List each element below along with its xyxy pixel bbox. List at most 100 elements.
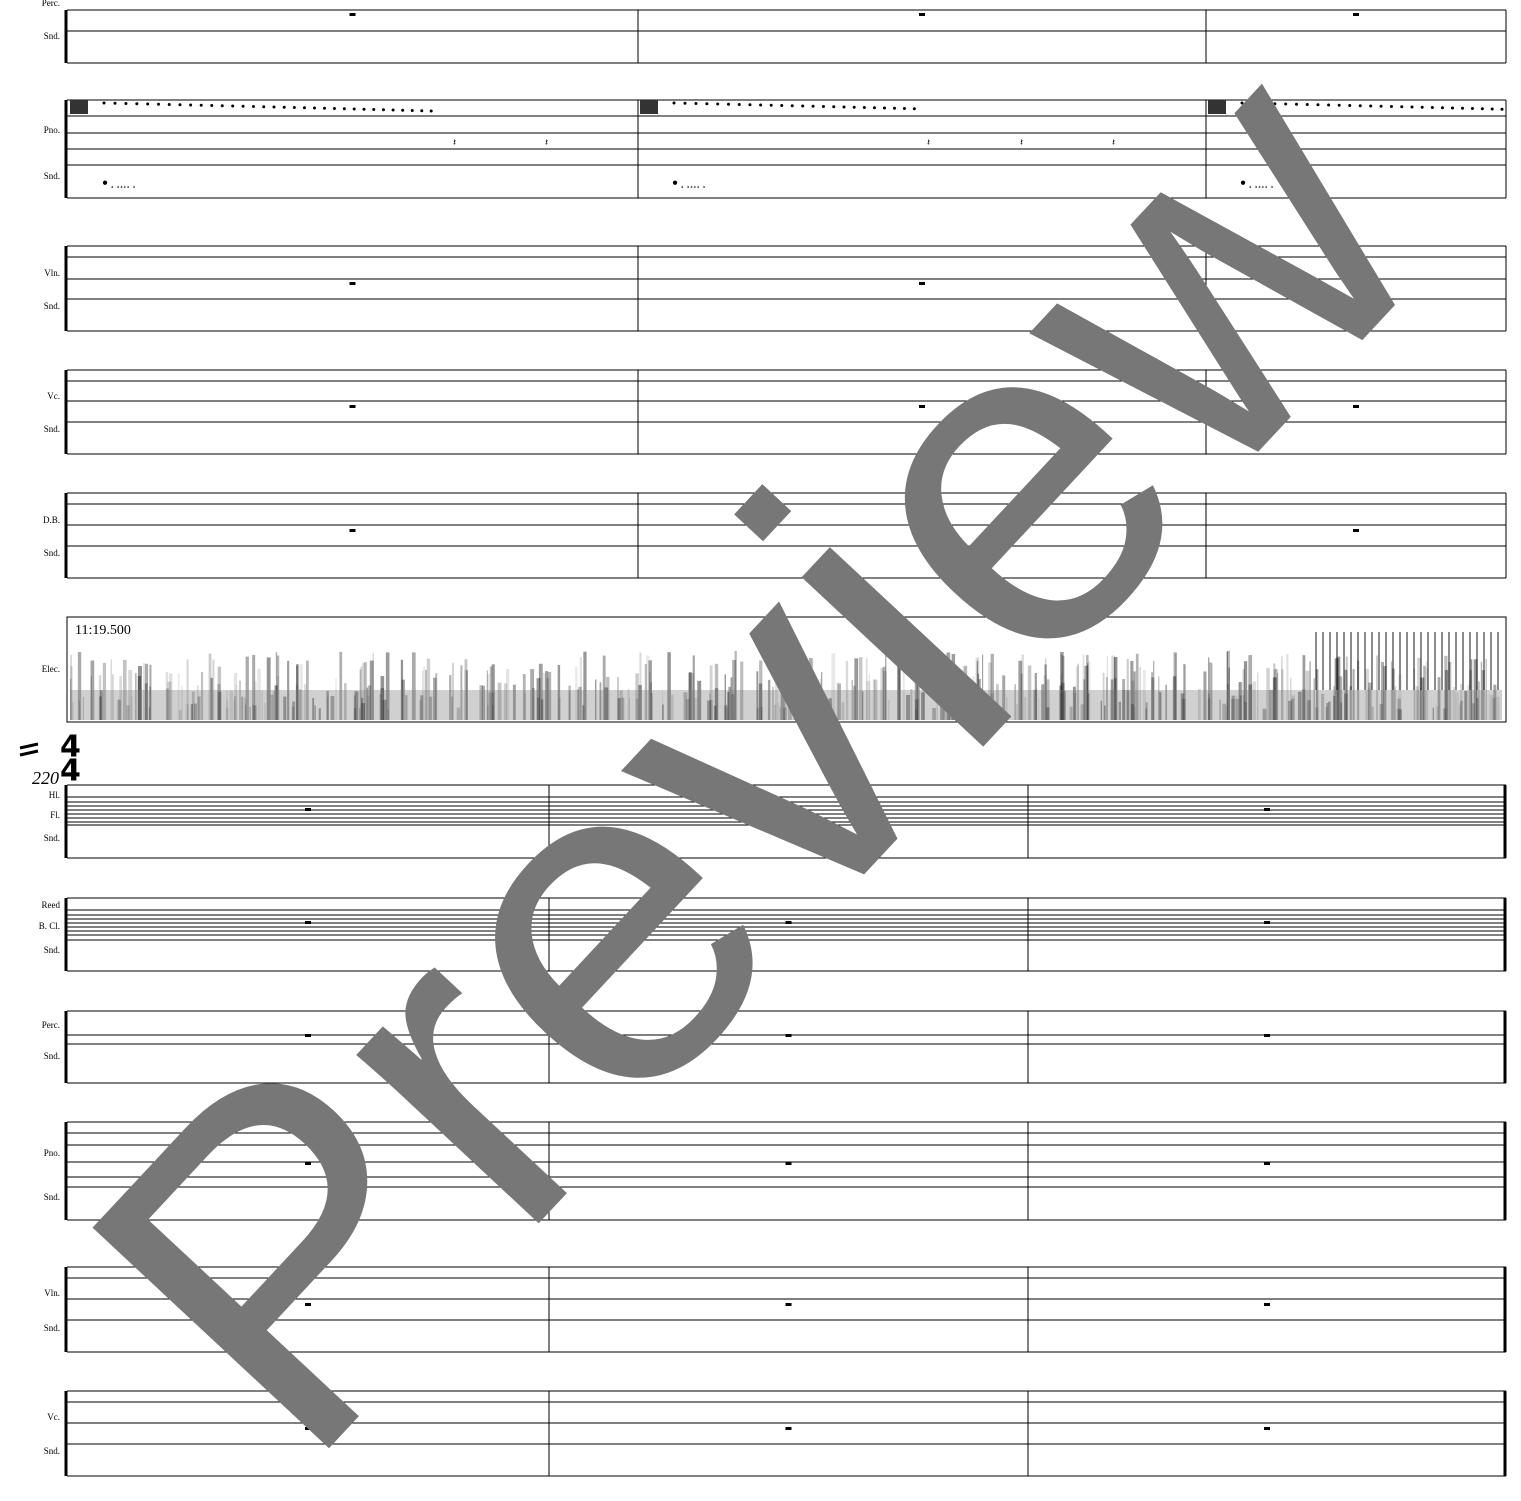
note-dot [759, 104, 762, 107]
whole-rest [1264, 1162, 1270, 1165]
note-dot [770, 104, 773, 107]
whole-rest [1353, 13, 1359, 16]
whole-rest [786, 1303, 792, 1306]
note-dot [705, 102, 708, 105]
note-dot [673, 102, 676, 105]
note-dot [873, 106, 876, 109]
staff-label: Vc. [47, 391, 60, 401]
spectrogram-streak [1476, 632, 1478, 690]
page: 11:19.500 Elec. 220 4 4 Perc.Snd.Pno.Snd… [0, 0, 1521, 1501]
spectrogram-streak [1434, 632, 1436, 690]
note-group: ● ¸ ¸¸¸¸ ¸ [102, 177, 136, 188]
whole-rest [1264, 1303, 1270, 1306]
note-dot [210, 104, 213, 107]
note-dot [382, 108, 385, 111]
note-dot [863, 106, 866, 109]
note-dot [853, 106, 856, 109]
whole-rest [1264, 921, 1270, 924]
spectrogram-streak [1455, 632, 1457, 690]
spectrogram-streak [1392, 632, 1394, 690]
note-dot [168, 103, 171, 106]
note-dot [1471, 107, 1474, 110]
note-dot [114, 102, 117, 105]
rest: 𝄽 [545, 137, 548, 148]
spectrogram-streak [1469, 632, 1471, 690]
note-dot [1327, 104, 1330, 107]
spectrogram-streak [1441, 632, 1443, 690]
spectrogram-streak [1329, 632, 1331, 690]
staff-label: Snd. [44, 1051, 60, 1061]
note-dot [189, 104, 192, 107]
whole-rest [305, 808, 311, 811]
note-dot [242, 105, 245, 108]
note-dot [303, 106, 306, 109]
note-dot [1421, 106, 1424, 109]
note-dot [1501, 108, 1504, 111]
spectrogram-streak [1483, 632, 1485, 690]
note-dot [135, 102, 138, 105]
note-dot [913, 107, 916, 110]
note-dot [822, 105, 825, 108]
note-dot [791, 104, 794, 107]
note-dot [1431, 106, 1434, 109]
staff-label: D.B. [43, 515, 60, 525]
staff-label: Snd. [44, 833, 60, 843]
spectrogram-streak [1357, 632, 1359, 690]
staff-label: Snd. [44, 1446, 60, 1456]
note-dot [178, 103, 181, 106]
note-dot [372, 108, 375, 111]
note-dot [221, 104, 224, 107]
spectrogram-streak [1371, 632, 1373, 690]
tempo: 220 [32, 768, 59, 788]
note-dot [1380, 105, 1383, 108]
spectrogram-streak [1378, 632, 1380, 690]
note-dot [293, 106, 296, 109]
rest: 𝄽 [927, 137, 930, 148]
staff-label: Vln. [44, 268, 60, 278]
staff-label: Hl. [49, 790, 60, 800]
note-dot [200, 104, 203, 107]
note-dot [1316, 103, 1319, 106]
staff-label: Perc. [42, 1020, 60, 1030]
spectrogram-streak [1490, 632, 1492, 690]
staff-label: B. Cl. [39, 921, 60, 931]
note-dot [1491, 108, 1494, 111]
note-dot [1338, 104, 1341, 107]
note-dot [1306, 103, 1309, 106]
whole-rest [1264, 808, 1270, 811]
cluster [640, 100, 658, 114]
score: 11:19.500 Elec. 220 4 4 Perc.Snd.Pno.Snd… [0, 0, 1521, 1501]
note-dot [252, 105, 255, 108]
whole-rest [919, 13, 925, 16]
spectrogram-streak [1427, 632, 1429, 690]
staff-label: Snd. [44, 171, 60, 181]
note-dot [738, 103, 741, 106]
note-dot [1284, 103, 1287, 106]
note-dot [843, 106, 846, 109]
note-dot [283, 106, 286, 109]
note-dot [1369, 105, 1372, 108]
note-dot [1390, 105, 1393, 108]
staff-label: Elec. [42, 664, 60, 674]
whole-rest [1264, 1034, 1270, 1037]
spectrogram-streak [1350, 632, 1352, 690]
staff-label: Fl. [50, 810, 60, 820]
note-dot [401, 109, 404, 112]
spectrogram-streak [1413, 632, 1415, 690]
note-dot [146, 103, 149, 106]
note-dot [363, 108, 366, 111]
note-dot [812, 105, 815, 108]
note-dot [893, 107, 896, 110]
staff-label: Vc. [47, 1412, 60, 1422]
note-dot [343, 107, 346, 110]
note-dot [262, 105, 265, 108]
note-dot [392, 109, 395, 112]
note-dot [832, 105, 835, 108]
cluster [70, 100, 88, 114]
note-dot [323, 107, 326, 110]
spectrogram-streak [1364, 632, 1366, 690]
note-dot [420, 109, 423, 112]
staff-label: Perc. [42, 0, 60, 8]
staff-label: Snd. [44, 548, 60, 558]
spectrogram-streak [1448, 632, 1450, 690]
